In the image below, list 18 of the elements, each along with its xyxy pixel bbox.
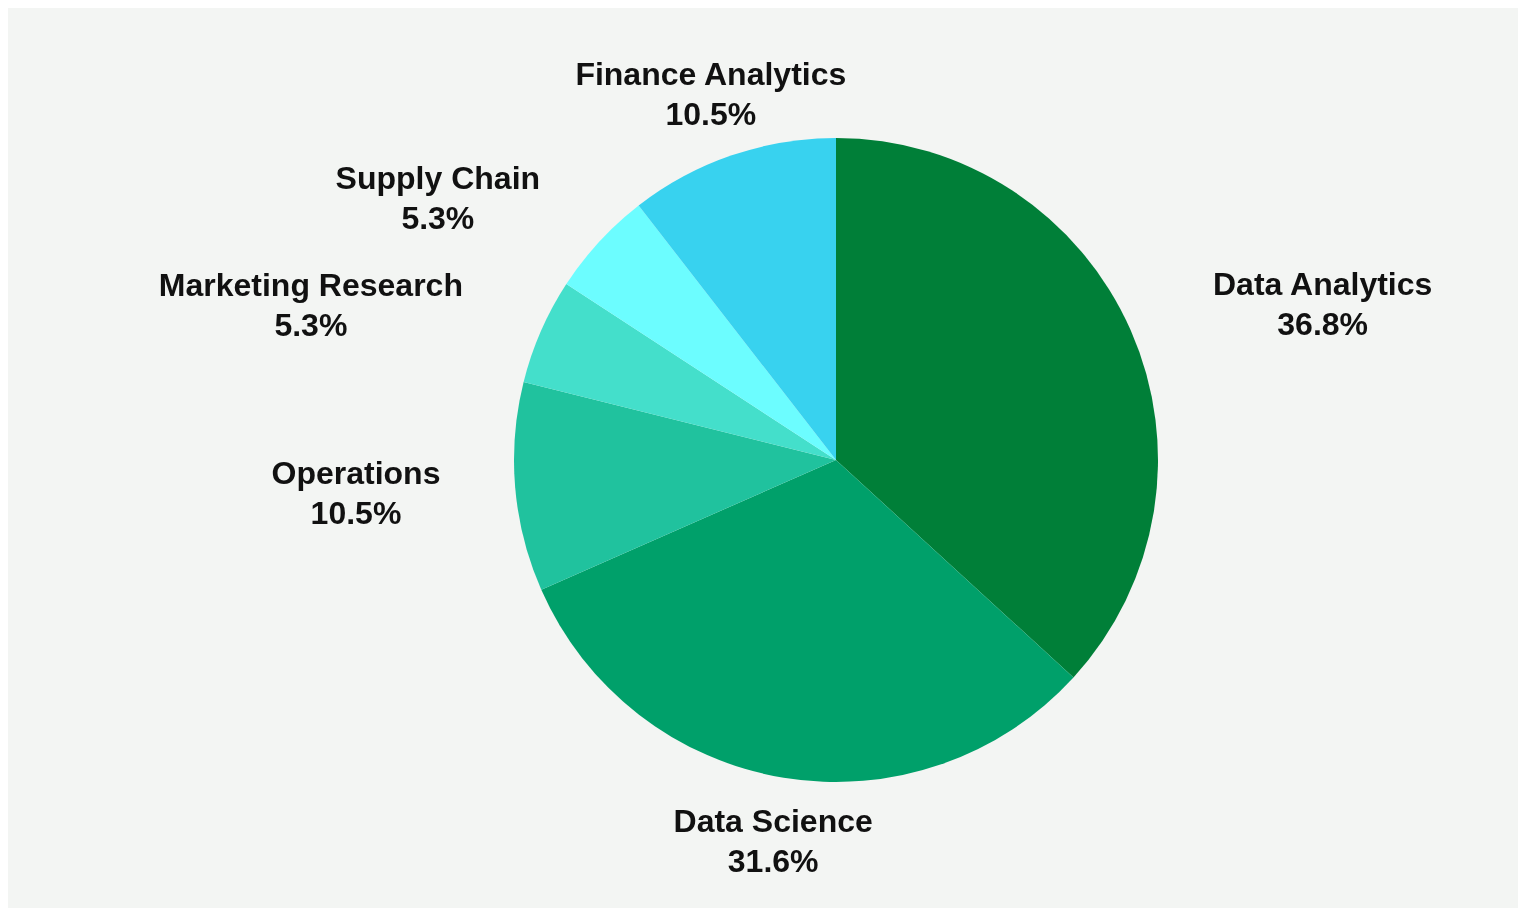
slice-label: Supply Chain <box>335 160 541 197</box>
slice-label: Marketing Research <box>158 267 463 304</box>
data-label: 31.6% <box>727 843 819 880</box>
pie-slice <box>514 381 836 590</box>
pie-slice <box>523 284 836 460</box>
pie-slice <box>541 460 1074 782</box>
pie-slice <box>836 138 1158 678</box>
data-label: 36.8% <box>1277 306 1369 343</box>
pie-slice <box>566 205 836 460</box>
data-label: 5.3% <box>401 200 475 237</box>
pie-slice <box>638 138 836 460</box>
slice-label: Finance Analytics <box>575 56 847 93</box>
data-label: 5.3% <box>274 307 348 344</box>
slice-label: Data Analytics <box>1212 266 1433 303</box>
data-label: 10.5% <box>665 96 757 133</box>
slice-label: Data Science <box>673 803 873 840</box>
data-label: 10.5% <box>310 494 402 531</box>
slice-label: Operations <box>271 454 441 491</box>
